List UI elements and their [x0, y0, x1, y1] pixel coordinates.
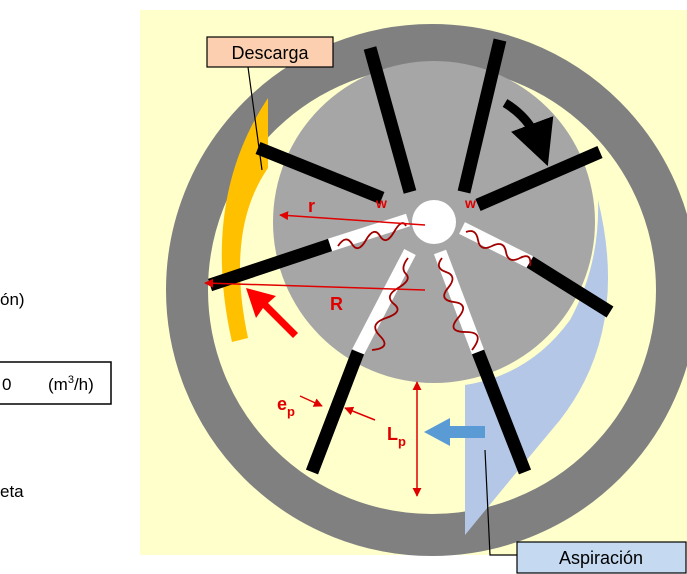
discharge-label-box: [206, 36, 334, 68]
stator-ring: [166, 24, 687, 556]
left-text: ón): [0, 290, 25, 309]
dimension-lines: [204, 211, 426, 497]
springs: [337, 222, 532, 351]
svg-text:w: w: [375, 195, 387, 211]
suction-zone: [465, 200, 609, 535]
svg-text:R: R: [330, 294, 343, 314]
suction-label: Aspiración: [559, 548, 643, 568]
left-text: eta: [0, 482, 24, 501]
suction-label-box: [516, 541, 687, 574]
rotation-arrow: [502, 99, 554, 167]
value-box: [0, 361, 112, 405]
callout-line: [484, 449, 517, 556]
svg-text:Lp: Lp: [387, 424, 406, 449]
svg-text:w: w: [464, 195, 476, 211]
suction-arrow: [424, 418, 485, 446]
discharge-arrow: [246, 288, 298, 338]
svg-text:ep: ep: [277, 394, 295, 419]
dimension-labels: r R w w ep Lp: [277, 195, 476, 449]
hub: [412, 200, 456, 244]
svg-text:r: r: [308, 196, 315, 216]
value: 0: [2, 375, 11, 394]
discharge-label: Descarga: [231, 43, 309, 63]
unit: (m3/h): [48, 374, 94, 394]
